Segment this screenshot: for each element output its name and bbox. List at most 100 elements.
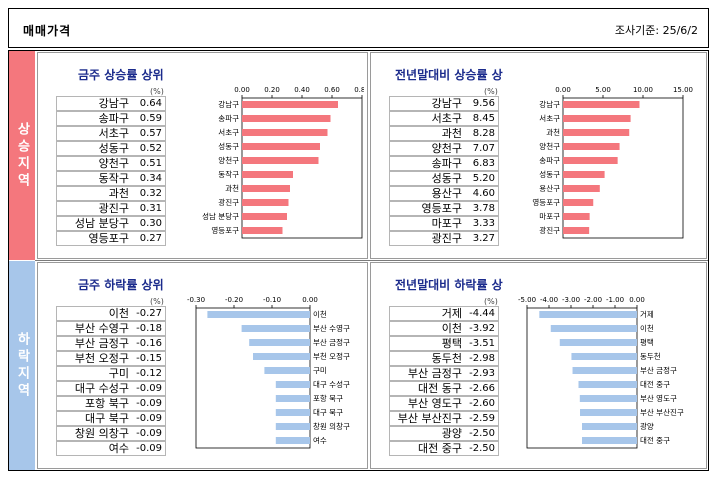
rate-value: -2.66 (469, 383, 495, 394)
region-name: 광양 (441, 427, 462, 440)
bar (253, 353, 310, 360)
bar (264, 367, 310, 374)
category-label: 영등포구 (211, 225, 239, 235)
rate-value: 0.31 (139, 203, 162, 214)
category-label: 과천 (546, 127, 560, 137)
category-label: 강남구 (539, 99, 560, 109)
category-label: 서초구 (218, 128, 239, 137)
bar (207, 311, 310, 318)
plot-frame (562, 97, 684, 239)
region-name: 여수 (108, 442, 129, 455)
category-label: 마포구 (539, 212, 560, 221)
table-row: 광양 -2.50 (389, 426, 499, 441)
region-name: 대구 수성구 (74, 382, 129, 395)
region-name: 과천 (441, 127, 462, 140)
table-row: 성동구 0.52 (56, 141, 166, 156)
region-name: 영등포구 (421, 202, 462, 215)
x-tick-label: -3.00 (562, 296, 580, 304)
category-label: 여수 (313, 435, 327, 445)
bar (582, 437, 637, 444)
rate-value: 3.27 (472, 233, 495, 244)
rate-value: -3.51 (469, 338, 495, 349)
x-tick-label: 0.40 (294, 86, 310, 94)
region-name: 동작구 (98, 172, 129, 185)
category-label: 평택 (640, 337, 654, 347)
category-label: 광진구 (218, 197, 239, 207)
x-tick-label: -2.00 (584, 296, 602, 304)
rate-value: -0.09 (136, 443, 162, 454)
bar (242, 227, 283, 234)
category-label: 양천구 (218, 155, 239, 165)
x-tick-label: -0.10 (263, 296, 281, 304)
survey-date: 조사기준: 25/6/2 (614, 24, 698, 37)
region-name: 거제 (441, 307, 462, 320)
rate-value: -0.09 (136, 413, 162, 424)
rate-value: -2.50 (469, 443, 495, 454)
x-tick-label: 0.20 (264, 86, 280, 94)
x-tick-label: 0.00 (302, 296, 318, 304)
bar (579, 395, 637, 402)
category-label: 동작구 (218, 169, 239, 179)
table-row: 광진구 0.31 (56, 201, 166, 216)
section-divider (35, 260, 708, 261)
rate-value: 8.28 (472, 128, 495, 139)
rate-value: -3.92 (469, 323, 495, 334)
table-row: 과천 0.32 (56, 186, 166, 201)
table-row: 용산구 4.60 (389, 186, 499, 201)
x-tick-label: -1.00 (606, 296, 624, 304)
unit-label: (%) (484, 87, 498, 96)
region-name: 마포구 (431, 217, 462, 230)
x-tick-label: -5.00 (518, 296, 536, 304)
table-row: 이천 -0.27 (56, 306, 166, 321)
section-label-fall: 하락지역 (9, 261, 35, 470)
category-label: 부천 오정구 (313, 351, 350, 361)
rate-value: -0.27 (136, 308, 162, 319)
category-label: 용산구 (539, 183, 560, 193)
table-row: 동작구 0.34 (56, 171, 166, 186)
rate-value: 0.34 (139, 173, 162, 184)
bar (242, 101, 338, 108)
header-bar: 매매가격 조사기준: 25/6/2 (8, 8, 709, 48)
rate-value: 5.20 (472, 173, 495, 184)
rate-value: -0.09 (136, 398, 162, 409)
region-name: 강남구 (431, 97, 462, 110)
table-row: 구미 -0.12 (56, 366, 166, 381)
bar (563, 101, 640, 108)
rate-value: 0.52 (139, 143, 162, 154)
table-row: 여수 -0.09 (56, 441, 166, 456)
rate-value: 8.45 (472, 113, 495, 124)
region-name: 서초구 (98, 127, 129, 140)
region-name: 강남구 (98, 97, 129, 110)
table-row: 대구 수성구 -0.09 (56, 381, 166, 396)
plot-frame (526, 307, 638, 449)
rate-value: 0.51 (139, 158, 162, 169)
table-row: 광진구 3.27 (389, 231, 499, 246)
table-row: 이천 -3.92 (389, 321, 499, 336)
bar (578, 381, 637, 388)
category-label: 동두천 (640, 351, 661, 361)
category-label: 성남 분당구 (202, 211, 239, 221)
rate-value: 3.33 (472, 218, 495, 229)
bar (242, 185, 290, 192)
region-name: 동두천 (431, 352, 462, 365)
rate-value: -2.98 (469, 353, 495, 364)
bar (275, 381, 310, 388)
region-name: 대구 북구 (85, 412, 129, 425)
region-name: 구미 (108, 367, 129, 380)
table-row: 부산 수영구 -0.18 (56, 321, 166, 336)
region-name: 광진구 (431, 232, 462, 245)
category-label: 대전 중구 (640, 379, 670, 389)
table-row: 서초구 8.45 (389, 111, 499, 126)
rate-value: -2.50 (469, 428, 495, 439)
section-label-rise: 상승지역 (9, 51, 35, 260)
category-label: 영등포구 (532, 197, 560, 207)
bar (563, 213, 590, 220)
category-label: 송파구 (218, 114, 239, 123)
bar (242, 143, 320, 150)
rate-value: 3.78 (472, 203, 495, 214)
category-label: 부산 금정구 (640, 365, 677, 375)
bar (563, 185, 600, 192)
table-row: 마포구 3.33 (389, 216, 499, 231)
category-label: 광양 (640, 421, 654, 431)
region-name: 영등포구 (88, 232, 129, 245)
